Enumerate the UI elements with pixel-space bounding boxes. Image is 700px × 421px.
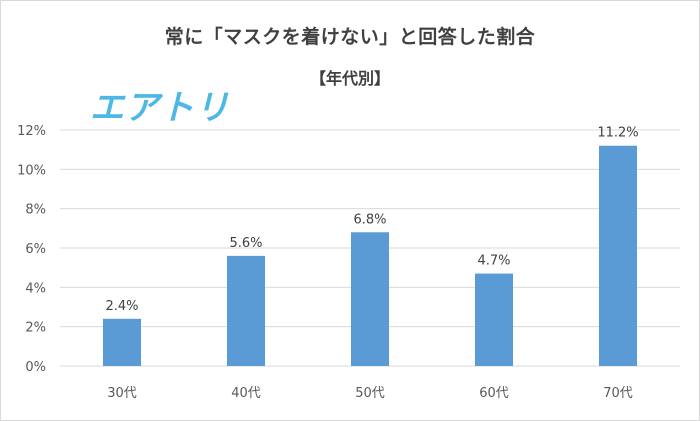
x-tick-label: 60代 [479, 386, 509, 401]
bar [227, 255, 265, 366]
y-tick-label: 6% [25, 242, 46, 257]
data-label: 5.6% [229, 236, 262, 251]
bar [599, 145, 637, 366]
data-label: 2.4% [105, 299, 138, 314]
x-tick-label: 70代 [603, 386, 633, 401]
chart-title: 常に「マスクを着けない」と回答した割合 [164, 26, 536, 48]
y-tick-label: 4% [25, 281, 46, 296]
data-label: 4.7% [477, 254, 510, 269]
x-tick-label: 50代 [355, 386, 385, 401]
x-tick-label: 30代 [107, 386, 137, 401]
y-tick-label: 10% [17, 163, 46, 178]
y-tick-label: 8% [25, 203, 46, 218]
y-tick-label: 0% [25, 360, 46, 375]
data-label: 11.2% [597, 126, 638, 141]
y-tick-label: 2% [25, 321, 46, 336]
bar [475, 273, 513, 366]
brand-logo: エアトリ [90, 88, 230, 128]
bar [351, 232, 389, 366]
y-tick-label: 12% [17, 124, 46, 139]
data-label: 6.8% [353, 212, 386, 227]
bar [103, 318, 141, 366]
chart-subtitle: 【年代別】 [309, 69, 390, 88]
x-tick-label: 40代 [231, 386, 261, 401]
